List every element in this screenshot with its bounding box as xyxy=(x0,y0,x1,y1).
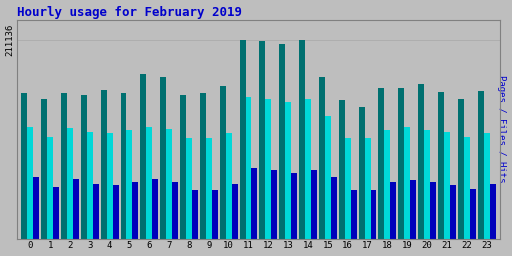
Bar xyxy=(331,177,337,239)
Bar xyxy=(410,180,416,239)
Bar xyxy=(489,184,496,239)
Bar xyxy=(311,170,317,239)
Bar xyxy=(220,86,226,239)
Bar xyxy=(41,99,47,239)
Bar xyxy=(27,127,33,239)
Bar xyxy=(325,116,331,239)
Bar xyxy=(67,128,73,239)
Bar xyxy=(484,133,489,239)
Bar xyxy=(279,44,285,239)
Bar xyxy=(450,185,456,239)
Bar xyxy=(87,132,93,239)
Bar xyxy=(358,107,365,239)
Bar xyxy=(351,190,357,239)
Bar xyxy=(212,190,218,239)
Bar xyxy=(226,133,231,239)
Bar xyxy=(192,190,198,239)
Bar xyxy=(246,97,251,239)
Bar xyxy=(285,102,291,239)
Bar xyxy=(291,173,297,239)
Bar xyxy=(365,138,371,239)
Bar xyxy=(398,88,404,239)
Bar xyxy=(385,130,390,239)
Bar xyxy=(186,138,192,239)
Bar xyxy=(378,88,385,239)
Bar xyxy=(390,182,396,239)
Text: Hourly usage for February 2019: Hourly usage for February 2019 xyxy=(17,6,242,18)
Bar xyxy=(265,99,271,239)
Bar xyxy=(240,40,246,239)
Bar xyxy=(418,84,424,239)
Bar xyxy=(200,93,206,239)
Bar xyxy=(101,90,106,239)
Bar xyxy=(126,130,133,239)
Bar xyxy=(113,185,119,239)
Bar xyxy=(371,190,376,239)
Bar xyxy=(464,137,470,239)
Bar xyxy=(404,127,410,239)
Bar xyxy=(251,168,258,239)
Bar xyxy=(166,129,172,239)
Bar xyxy=(305,99,311,239)
Bar xyxy=(424,130,430,239)
Bar xyxy=(106,133,113,239)
Bar xyxy=(438,92,444,239)
Bar xyxy=(133,182,138,239)
Bar xyxy=(146,127,152,239)
Bar xyxy=(140,74,146,239)
Bar xyxy=(53,187,59,239)
Bar xyxy=(172,182,178,239)
Bar xyxy=(319,78,325,239)
Bar xyxy=(81,95,87,239)
Bar xyxy=(160,77,166,239)
Y-axis label: Pages / Files / Hits: Pages / Files / Hits xyxy=(498,76,506,183)
Bar xyxy=(206,138,212,239)
Bar xyxy=(120,93,126,239)
Bar xyxy=(470,189,476,239)
Bar xyxy=(93,184,99,239)
Bar xyxy=(73,179,79,239)
Bar xyxy=(478,91,484,239)
Bar xyxy=(339,100,345,239)
Bar xyxy=(444,132,450,239)
Bar xyxy=(47,137,53,239)
Bar xyxy=(430,182,436,239)
Bar xyxy=(345,138,351,239)
Bar xyxy=(33,177,39,239)
Bar xyxy=(180,95,186,239)
Bar xyxy=(271,170,278,239)
Bar xyxy=(260,41,265,239)
Bar xyxy=(22,93,27,239)
Bar xyxy=(231,184,238,239)
Bar xyxy=(152,179,158,239)
Bar xyxy=(299,40,305,239)
Bar xyxy=(61,93,67,239)
Bar xyxy=(458,99,464,239)
